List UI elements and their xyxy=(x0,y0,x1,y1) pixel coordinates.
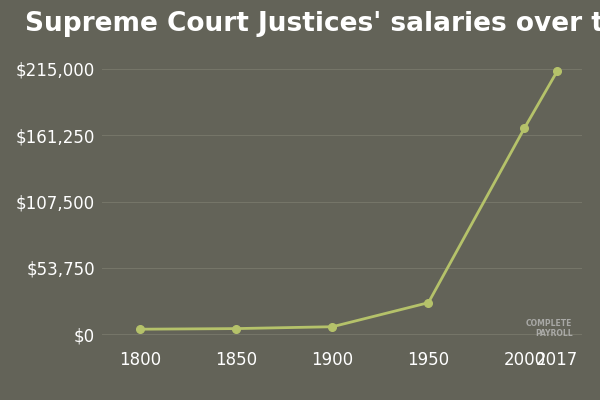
Title: Supreme Court Justices' salaries over time: Supreme Court Justices' salaries over ti… xyxy=(25,11,600,37)
Text: COMPLETE
PAYROLL: COMPLETE PAYROLL xyxy=(526,319,572,338)
